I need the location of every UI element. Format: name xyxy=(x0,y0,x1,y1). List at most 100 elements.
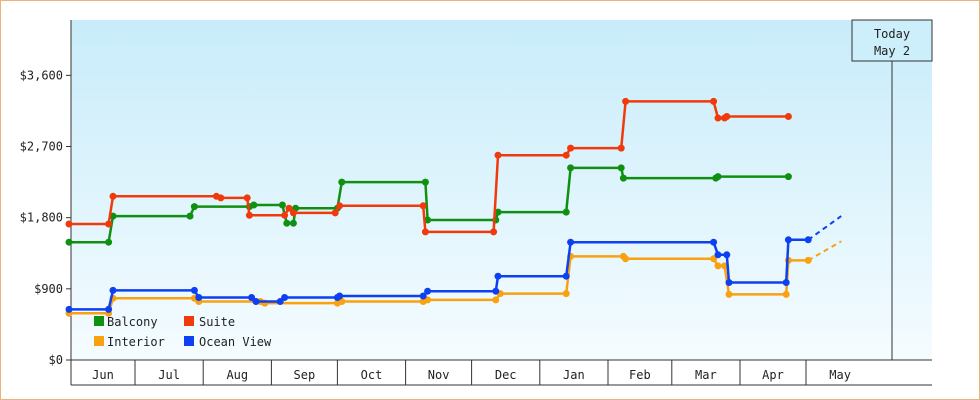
legend-swatch-suite xyxy=(184,316,194,326)
data-point-suite xyxy=(562,151,570,159)
data-point-suite xyxy=(567,144,575,152)
x-tick-label: Nov xyxy=(428,368,450,382)
data-point-ocean-view xyxy=(195,294,203,301)
x-tick-label: Sep xyxy=(294,368,316,382)
x-tick-label: Apr xyxy=(762,368,784,382)
data-point-ocean-view xyxy=(424,287,432,295)
data-point-balcony xyxy=(617,164,625,172)
today-label-line2: May 2 xyxy=(874,44,910,58)
data-point-balcony xyxy=(494,208,502,216)
legend-label-suite: Suite xyxy=(199,315,235,329)
data-point-interior xyxy=(714,262,722,270)
data-point-suite xyxy=(494,151,502,159)
data-point-suite xyxy=(419,202,427,210)
y-tick-label: $3,600 xyxy=(20,68,63,82)
today-box xyxy=(851,19,933,62)
data-point-balcony xyxy=(338,178,346,186)
data-point-ocean-view xyxy=(725,279,733,286)
data-point-interior xyxy=(725,290,733,298)
data-point-balcony xyxy=(567,164,575,172)
x-tick-label: Dec xyxy=(495,368,517,382)
legend-swatch-ocean-view xyxy=(184,336,194,346)
legend: Balcony Suite Interior Ocean View xyxy=(94,315,272,349)
data-point-ocean-view xyxy=(419,292,427,300)
projection-line-ocean-view xyxy=(807,215,842,241)
x-tick-label: Jul xyxy=(158,368,180,382)
data-point-interior xyxy=(562,290,570,298)
data-point-ocean-view xyxy=(65,305,73,313)
legend-label-interior: Interior xyxy=(107,335,165,349)
data-point-ocean-view xyxy=(723,251,731,259)
data-point-ocean-view xyxy=(336,292,344,300)
data-point-suite xyxy=(714,114,722,122)
data-point-interior xyxy=(622,255,630,263)
data-point-suite xyxy=(243,194,251,202)
data-point-balcony xyxy=(250,201,258,209)
y-tick-label: $900 xyxy=(34,282,63,296)
data-point-suite xyxy=(710,97,718,105)
data-point-interior xyxy=(492,296,500,304)
data-point-ocean-view xyxy=(714,251,722,259)
data-point-suite xyxy=(622,97,630,105)
data-point-balcony xyxy=(105,238,113,246)
data-point-balcony xyxy=(421,178,429,186)
data-point-suite xyxy=(281,211,289,219)
data-point-ocean-view xyxy=(190,286,198,294)
data-point-balcony xyxy=(278,201,286,209)
data-point-ocean-view xyxy=(494,272,502,280)
data-point-balcony xyxy=(186,212,194,220)
y-tick-label: $1,800 xyxy=(20,211,63,225)
data-point-balcony xyxy=(283,219,291,227)
data-point-balcony xyxy=(619,174,627,182)
today-marker: Today May 2 xyxy=(851,19,933,360)
data-point-suite xyxy=(490,228,498,236)
data-point-ocean-view xyxy=(105,305,113,313)
data-point-suite xyxy=(784,113,792,120)
data-point-suite xyxy=(421,228,429,236)
y-tick-label: $0 xyxy=(49,353,63,367)
data-point-ocean-view xyxy=(562,272,570,280)
data-point-suite xyxy=(65,220,73,228)
data-point-balcony xyxy=(289,219,297,227)
legend-label-ocean-view: Ocean View xyxy=(199,335,272,349)
y-tick-label: $2,700 xyxy=(20,140,63,154)
x-axis: Jun Jul Aug Sep Oct Nov Dec Jan Feb Mar Apr May xyxy=(71,359,932,386)
data-point-ocean-view xyxy=(710,238,718,246)
data-point-suite xyxy=(289,209,297,217)
x-tick-label: Aug xyxy=(226,368,248,382)
legend-label-balcony: Balcony xyxy=(107,315,158,329)
x-tick-label: Jun xyxy=(92,368,114,382)
y-axis: $0 $900 $1,800 $2,700 $3,600 xyxy=(20,20,72,385)
data-point-ocean-view xyxy=(252,298,260,305)
data-point-suite xyxy=(217,194,225,202)
x-tick-label: Jan xyxy=(563,368,585,382)
today-label-line1: Today xyxy=(874,27,910,41)
plot-area xyxy=(71,20,932,360)
data-point-suite xyxy=(331,209,339,217)
data-point-balcony xyxy=(65,238,73,246)
data-point-interior xyxy=(782,290,790,298)
series-lines xyxy=(65,97,842,317)
data-point-ocean-view xyxy=(281,294,289,301)
data-point-ocean-view xyxy=(567,238,575,246)
data-point-ocean-view xyxy=(782,279,790,286)
legend-swatch-balcony xyxy=(94,316,104,326)
data-point-suite xyxy=(285,204,293,212)
data-point-balcony xyxy=(714,173,722,181)
x-tick-label: May xyxy=(829,368,851,382)
data-point-balcony xyxy=(424,216,432,224)
data-point-suite xyxy=(723,113,731,120)
data-point-suite xyxy=(109,192,117,200)
x-tick-label: Feb xyxy=(629,368,651,382)
projection-line-interior xyxy=(807,240,842,262)
data-point-suite xyxy=(105,220,113,228)
data-point-suite xyxy=(336,202,344,210)
data-point-suite xyxy=(617,144,625,152)
data-point-suite xyxy=(245,211,253,219)
legend-swatch-interior xyxy=(94,336,104,346)
data-point-balcony xyxy=(784,173,792,181)
data-point-ocean-view xyxy=(492,287,500,295)
data-point-balcony xyxy=(562,208,570,216)
